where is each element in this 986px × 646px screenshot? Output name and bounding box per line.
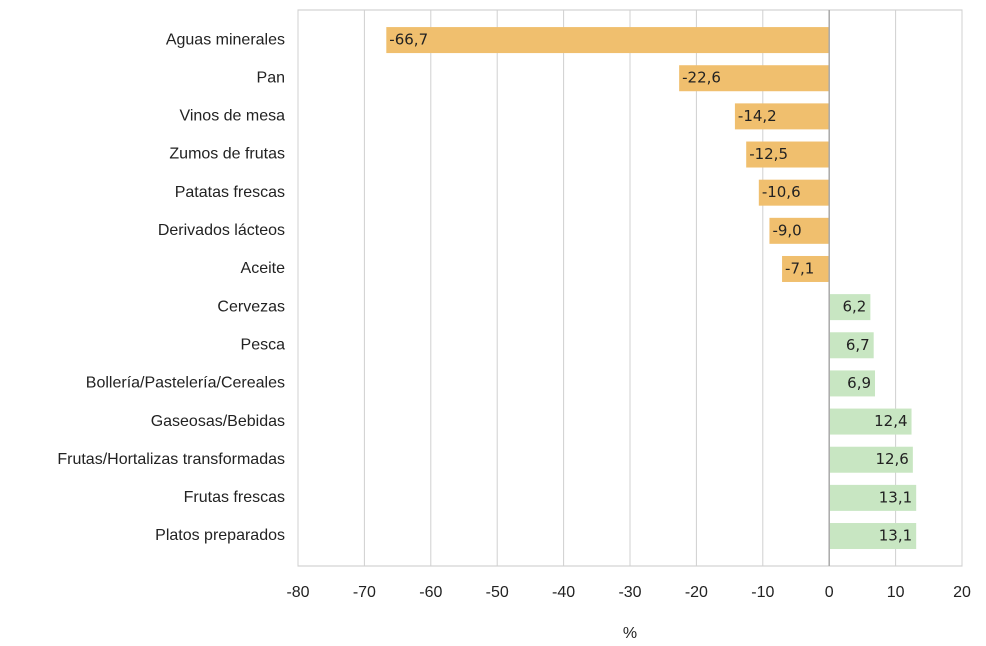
y-tick-label: Derivados lácteos [158, 222, 285, 239]
data-label: -9,0 [772, 221, 801, 239]
y-tick-label: Platos preparados [155, 527, 285, 544]
x-tick-label: -60 [419, 584, 442, 601]
bar [829, 484, 917, 511]
y-tick-label: Gaseosas/Bebidas [151, 413, 285, 430]
x-tick-label: -80 [286, 584, 309, 601]
y-tick-label: Frutas frescas [184, 489, 285, 506]
x-tick-label: -70 [353, 584, 376, 601]
bar [734, 103, 830, 130]
data-label: -14,2 [738, 107, 777, 125]
y-tick-label: Bollería/Pastelería/Cereales [86, 375, 285, 392]
data-label: 6,7 [846, 336, 870, 354]
bar [769, 217, 830, 244]
x-tick-label: -30 [618, 584, 641, 601]
data-label: 13,1 [879, 527, 912, 545]
bar [829, 294, 871, 321]
data-label: 6,2 [843, 298, 867, 316]
data-label: -22,6 [682, 69, 721, 87]
bar [782, 255, 830, 282]
data-label: 12,4 [874, 412, 907, 430]
bar [746, 141, 830, 168]
y-tick-label: Zumos de frutas [169, 146, 285, 163]
y-tick-label: Aguas minerales [166, 31, 285, 48]
x-tick-label: 20 [953, 584, 971, 601]
data-label: 12,6 [875, 450, 908, 468]
y-tick-label: Vinos de mesa [179, 108, 285, 125]
bar [386, 27, 830, 54]
x-tick-label: -40 [552, 584, 575, 601]
y-tick-label: Frutas/Hortalizas transformadas [57, 451, 285, 468]
data-label: 6,9 [847, 374, 871, 392]
bar [679, 65, 830, 92]
data-label: -7,1 [785, 259, 814, 277]
x-tick-label: -50 [486, 584, 509, 601]
bar [829, 408, 912, 435]
x-tick-label: 0 [825, 584, 834, 601]
bar [829, 446, 913, 473]
y-tick-label: Pesca [241, 336, 286, 353]
y-tick-label: Cervezas [217, 298, 285, 315]
y-tick-label: Patatas frescas [175, 184, 285, 201]
x-tick-label: 10 [887, 584, 905, 601]
y-tick-label: Aceite [241, 260, 286, 277]
x-axis-label: % [623, 625, 637, 642]
data-label: 13,1 [879, 488, 912, 506]
bar [829, 332, 874, 359]
bar [829, 523, 917, 550]
data-label: -66,7 [389, 31, 428, 49]
bar [758, 179, 830, 206]
data-label: -10,6 [762, 183, 801, 201]
bar [829, 370, 876, 397]
x-tick-label: -20 [685, 584, 708, 601]
x-tick-label: -10 [751, 584, 774, 601]
data-label: -12,5 [749, 145, 788, 163]
y-tick-label: Pan [257, 69, 285, 86]
